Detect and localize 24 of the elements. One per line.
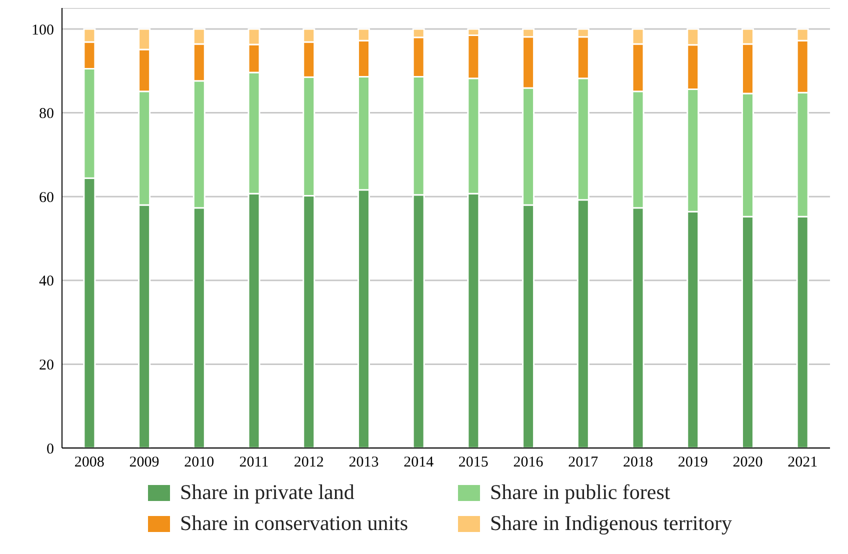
y-tick-label: 20 (39, 358, 54, 374)
y-tick-label: 80 (39, 106, 54, 122)
y-tick-label: 0 (46, 441, 54, 458)
x-tick-label: 2016 (513, 454, 544, 471)
x-tick-label: 2012 (294, 454, 324, 471)
x-tick-label: 2017 (568, 454, 599, 471)
x-tick-label: 2021 (788, 454, 818, 471)
legend-label: Share in conservation units (180, 511, 408, 536)
x-tick-label: 2019 (678, 454, 708, 471)
x-tick-label: 2014 (404, 454, 434, 471)
x-tick-label: 2008 (74, 454, 104, 471)
x-tick-label: 2018 (623, 454, 653, 471)
x-tick-label: 2020 (732, 454, 763, 471)
y-tick-label: 60 (39, 190, 54, 206)
x-tick-label: 2009 (129, 454, 160, 471)
x-tick-label: 2015 (458, 454, 488, 471)
x-tick-label: 2011 (239, 454, 269, 471)
legend-label: Share in Indigenous territory (490, 511, 732, 536)
y-tick-label: 40 (39, 274, 54, 290)
y-tick-label: 100 (32, 22, 54, 38)
legend-label: Share in public forest (490, 480, 670, 505)
x-tick-label: 2010 (184, 454, 214, 471)
x-tick-label: 2013 (348, 454, 379, 471)
legend-label: Share in private land (180, 480, 354, 505)
